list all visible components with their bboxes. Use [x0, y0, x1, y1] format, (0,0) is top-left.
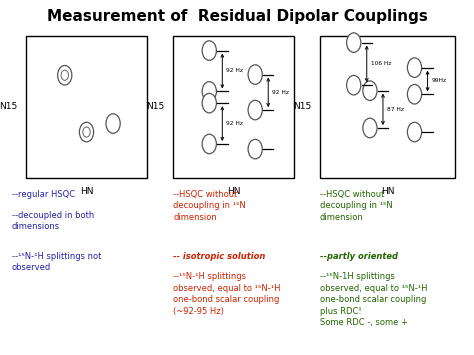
Ellipse shape [106, 114, 120, 133]
Text: 92 Hz: 92 Hz [226, 121, 243, 126]
Text: Measurement of  Residual Dipolar Couplings: Measurement of Residual Dipolar Coupling… [46, 9, 428, 24]
Text: N15: N15 [293, 102, 311, 111]
Text: HN: HN [80, 187, 93, 196]
Ellipse shape [346, 75, 361, 95]
Text: --HSQC without
decoupling in ¹⁵N
dimension: --HSQC without decoupling in ¹⁵N dimensi… [320, 190, 392, 222]
Text: --regular HSQC: --regular HSQC [12, 190, 75, 199]
Ellipse shape [58, 65, 72, 85]
Text: N15: N15 [146, 102, 164, 111]
Text: 92 Hz: 92 Hz [272, 90, 289, 95]
Text: --partly oriented: --partly oriented [320, 252, 398, 261]
Text: HN: HN [381, 187, 394, 196]
Text: 106 Hz: 106 Hz [371, 61, 391, 66]
Text: 92 Hz: 92 Hz [226, 69, 243, 73]
Text: 87 Hz: 87 Hz [387, 107, 404, 112]
Text: --¹⁵N-1H splittings
observed, equal to ¹⁵N-¹H
one-bond scalar coupling
plus RDC!: --¹⁵N-1H splittings observed, equal to ¹… [320, 272, 428, 327]
Ellipse shape [202, 82, 216, 101]
Ellipse shape [202, 41, 216, 60]
Bar [26, 36, 147, 178]
Text: HN: HN [227, 187, 240, 196]
Ellipse shape [202, 134, 216, 154]
Ellipse shape [363, 118, 377, 138]
Text: --¹⁵N-¹H splittings
observed, equal to ¹⁵N-¹H
one-bond scalar coupling
(~92-95 H: --¹⁵N-¹H splittings observed, equal to ¹… [173, 272, 281, 316]
Bar [173, 36, 294, 178]
Text: --HSQC without
decoupling in ¹⁵N
dimension: --HSQC without decoupling in ¹⁵N dimensi… [173, 190, 246, 222]
Ellipse shape [346, 33, 361, 52]
Ellipse shape [363, 81, 377, 100]
Text: --decoupled in both
dimensions: --decoupled in both dimensions [12, 211, 94, 231]
Text: --¹⁵N-¹H splittings not
observed: --¹⁵N-¹H splittings not observed [12, 252, 101, 272]
Bar [320, 36, 455, 178]
Ellipse shape [407, 84, 422, 104]
Text: -- isotropic solution: -- isotropic solution [173, 252, 265, 261]
Ellipse shape [407, 58, 422, 77]
Ellipse shape [407, 122, 422, 142]
Ellipse shape [248, 65, 262, 84]
Ellipse shape [83, 127, 90, 137]
Ellipse shape [79, 122, 94, 142]
Text: 99Hz: 99Hz [431, 78, 447, 83]
Ellipse shape [61, 70, 68, 80]
Ellipse shape [248, 139, 262, 159]
Text: N15: N15 [0, 102, 18, 111]
Ellipse shape [202, 93, 216, 113]
Ellipse shape [248, 100, 262, 120]
